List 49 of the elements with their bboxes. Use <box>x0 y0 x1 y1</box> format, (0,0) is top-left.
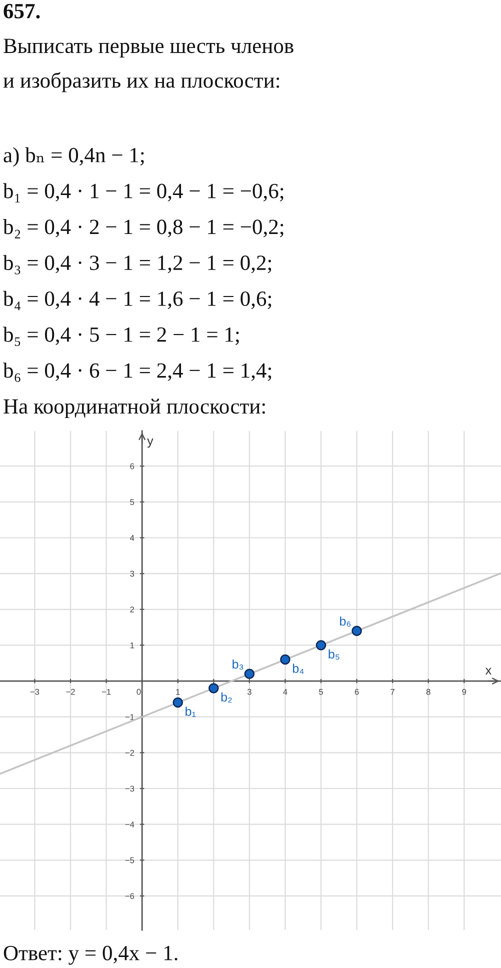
chart-title: 657. <box>4 4 40 18</box>
x-tick-label: 4 <box>283 688 288 695</box>
annotation: b₆ <box>340 616 351 627</box>
point <box>208 683 219 694</box>
y-tick-label: −6 <box>125 893 134 900</box>
y-tick-label: −4 <box>125 822 134 828</box>
annotation: b₂ <box>221 692 232 702</box>
y-tick-label: −1 <box>125 714 134 720</box>
text: Ответ: y = 0,4x − 1. <box>4 946 178 965</box>
x-axis-title: x <box>485 668 492 674</box>
point <box>244 668 255 679</box>
x-tick-label: 9 <box>462 688 466 695</box>
point <box>316 640 326 650</box>
x-tick-label: 6 <box>354 688 359 695</box>
y-tick-label: −5 <box>125 857 134 864</box>
text: b₆ = 0,4 · 6 − 1 = 2,4 − 1 = 1,4; <box>3 362 272 382</box>
x-tick-label: −1 <box>102 688 111 695</box>
text: b₂ = 0,4 · 2 − 1 = 0,8 − 1 = −0,2; <box>3 219 284 238</box>
text: b₃ = 0,4 · 3 − 1 = 1,2 − 1 = 0,2; <box>3 254 272 274</box>
y-tick-label: 6 <box>130 463 134 470</box>
x-tick-label: 3 <box>247 688 252 695</box>
x-tick-label: 8 <box>426 688 430 695</box>
y-tick-label: 1 <box>130 642 134 648</box>
x-tick-label: −2 <box>66 688 75 695</box>
y-tick-label: −2 <box>125 750 134 756</box>
y-tick-label: 4 <box>130 535 134 541</box>
x-tick-label: 0 <box>136 688 141 695</box>
y-tick-label: 2 <box>130 606 134 612</box>
chart-subtitle: Выписать первые шесть членов и изобразить их на плоскости: <box>3 38 294 92</box>
x-tick-label: −3 <box>30 688 40 695</box>
text: b₁ = 0,4 · 1 − 1 = 0,4 − 1 = −0,6; <box>3 183 284 202</box>
x-tick-label: 5 <box>319 688 323 695</box>
text: На координатной плоскости: <box>4 398 265 418</box>
annotation: b₃ <box>232 659 244 670</box>
point <box>352 626 362 636</box>
y-tick-label: −3 <box>125 786 134 792</box>
y-axis-title: y <box>147 438 154 448</box>
y-tick-label: 5 <box>130 499 134 506</box>
annotation: b₄ <box>292 664 304 674</box>
text: а) bₙ = 0,4n − 1; <box>4 147 144 167</box>
point <box>280 654 290 665</box>
x-tick-label: 1 <box>176 688 180 695</box>
text: b₄ = 0,4 · 4 − 1 = 1,6 − 1 = 0,6; <box>3 290 272 310</box>
annotation: b₅ <box>328 649 340 660</box>
y-tick-label: 3 <box>130 570 134 577</box>
x-tick-label: 7 <box>390 688 394 695</box>
text: b₅ = 0,4 · 5 − 1 = 2 − 1 = 1; <box>3 326 239 346</box>
annotation: b₁ <box>186 706 196 717</box>
point <box>172 697 183 708</box>
